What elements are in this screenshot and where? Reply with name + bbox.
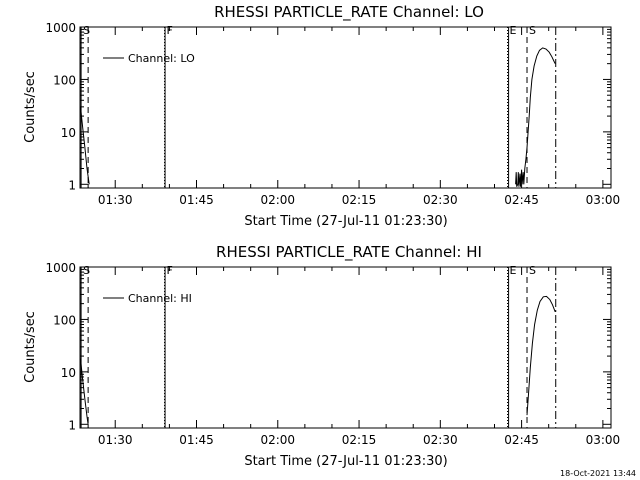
y-tick-label: 10 — [61, 366, 76, 380]
x-tick-label: 02:45 — [504, 433, 539, 447]
panel-hi-legend-label: Channel: HI — [128, 292, 192, 305]
panel-hi-title: RHESSI PARTICLE_RATE Channel: HI — [216, 243, 482, 262]
panel-lo: RHESSI PARTICLE_RATE Channel: LO Start T… — [23, 3, 620, 229]
panel-hi-yticks: 1 10 100 1000 — [45, 261, 611, 432]
x-tick-label: 01:45 — [179, 433, 214, 447]
panel-lo-ylabel: Counts/sec — [23, 71, 38, 143]
panel-lo-frame — [79, 26, 612, 189]
panel-lo-yticks: 1 10 100 1000 — [45, 21, 611, 192]
y-tick-label: 1000 — [45, 21, 76, 35]
series-line — [526, 295, 556, 416]
x-tick-label: 02:30 — [423, 433, 458, 447]
y-tick-label: 1 — [68, 418, 76, 432]
y-tick-label: 100 — [53, 313, 76, 327]
x-tick-label: 02:00 — [260, 193, 295, 207]
panel-hi: RHESSI PARTICLE_RATE Channel: HI Start T… — [23, 243, 620, 469]
x-tick-label: 03:00 — [586, 193, 621, 207]
panel-lo-xlabel: Start Time (27-Jul-11 01:23:30) — [244, 214, 447, 229]
x-tick-label: 01:45 — [179, 193, 214, 207]
panel-lo-xticks: 01:30 01:45 02:00 02:15 02:30 02:45 03:00 — [87, 27, 621, 207]
x-tick-label: 01:30 — [98, 433, 133, 447]
panel-hi-xticks: 01:30 01:45 02:00 02:15 02:30 02:45 03:00 — [87, 267, 621, 447]
x-tick-label: 01:30 — [98, 193, 133, 207]
x-tick-label: 02:15 — [342, 193, 377, 207]
x-tick-label: 02:45 — [504, 193, 539, 207]
x-tick-label: 02:00 — [260, 433, 295, 447]
y-tick-label: 10 — [61, 126, 76, 140]
panel-hi-series — [80, 295, 556, 425]
marker-label: E — [510, 24, 517, 37]
marker-label: F — [167, 24, 173, 37]
panel-lo-title: RHESSI PARTICLE_RATE Channel: LO — [214, 3, 484, 22]
y-tick-label: 100 — [53, 73, 76, 87]
timestamp: 18-Oct-2021 13:44 — [560, 469, 636, 478]
marker-label: E — [510, 264, 517, 277]
y-tick-label: 1 — [68, 178, 76, 192]
panel-hi-ylabel: Counts/sec — [23, 311, 38, 383]
marker-label: S — [83, 24, 90, 37]
marker-label: F — [167, 264, 173, 277]
marker-label: S — [529, 24, 536, 37]
panel-lo-legend-label: Channel: LO — [128, 52, 195, 65]
marker-label: S — [529, 264, 536, 277]
series-line — [515, 168, 526, 187]
panel-hi-frame — [79, 266, 612, 429]
x-tick-label: 02:30 — [423, 193, 458, 207]
x-tick-label: 03:00 — [586, 433, 621, 447]
series-line — [80, 358, 89, 425]
marker-label: S — [83, 264, 90, 277]
panel-hi-xlabel: Start Time (27-Jul-11 01:23:30) — [244, 454, 447, 469]
panel-lo-series — [80, 47, 556, 187]
y-tick-label: 1000 — [45, 261, 76, 275]
x-tick-label: 02:15 — [342, 433, 377, 447]
series-line — [80, 106, 90, 185]
series-line — [524, 47, 556, 169]
